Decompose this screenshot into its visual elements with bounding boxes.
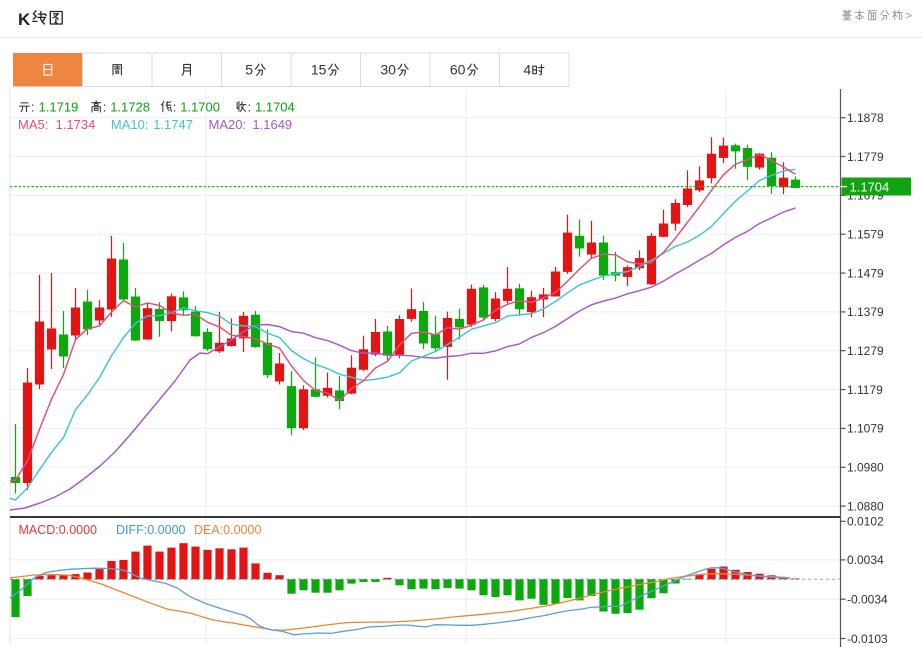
svg-text:1.1878: 1.1878 xyxy=(847,111,884,125)
svg-text:DEA:0.0000: DEA:0.0000 xyxy=(194,523,261,537)
svg-text::: : xyxy=(31,100,35,115)
svg-text:30: 30 xyxy=(380,62,396,78)
svg-text:1.1479: 1.1479 xyxy=(847,266,884,280)
svg-text:4: 4 xyxy=(523,62,531,78)
svg-text:5: 5 xyxy=(245,62,253,78)
svg-text:DIFF:0.0000: DIFF:0.0000 xyxy=(116,523,186,537)
svg-text:>: > xyxy=(905,9,912,23)
svg-text:1.1079: 1.1079 xyxy=(847,422,884,436)
svg-text:1.1179: 1.1179 xyxy=(847,383,883,397)
svg-text:15: 15 xyxy=(311,62,327,78)
svg-text:1.1700: 1.1700 xyxy=(180,100,220,115)
svg-text:K: K xyxy=(18,10,31,29)
svg-text:-0.0103: -0.0103 xyxy=(847,632,888,646)
svg-text:MA10: 1.1747: MA10: 1.1747 xyxy=(111,117,193,132)
svg-text::: : xyxy=(173,100,177,115)
svg-text:MACD:0.0000: MACD:0.0000 xyxy=(19,523,98,537)
svg-text:60: 60 xyxy=(450,62,466,78)
svg-text:1.1704: 1.1704 xyxy=(850,179,890,194)
svg-text:MA5: 1.1734: MA5: 1.1734 xyxy=(18,117,95,132)
svg-text:1.1728: 1.1728 xyxy=(110,100,150,115)
svg-text:1.1719: 1.1719 xyxy=(39,100,79,115)
svg-text:1.0880: 1.0880 xyxy=(847,499,884,513)
svg-text:-0.0034: -0.0034 xyxy=(847,593,888,607)
svg-text:1.1279: 1.1279 xyxy=(847,344,884,358)
svg-text::: : xyxy=(103,100,107,115)
svg-text:0.0034: 0.0034 xyxy=(847,553,884,567)
svg-text:0.0102: 0.0102 xyxy=(847,515,884,529)
svg-text:1.1579: 1.1579 xyxy=(847,228,884,242)
svg-text:1.1704: 1.1704 xyxy=(255,100,295,115)
svg-text:1.1379: 1.1379 xyxy=(847,305,884,319)
svg-text:1.1779: 1.1779 xyxy=(847,150,884,164)
svg-text:1.0980: 1.0980 xyxy=(847,461,884,475)
svg-text::: : xyxy=(248,100,252,115)
